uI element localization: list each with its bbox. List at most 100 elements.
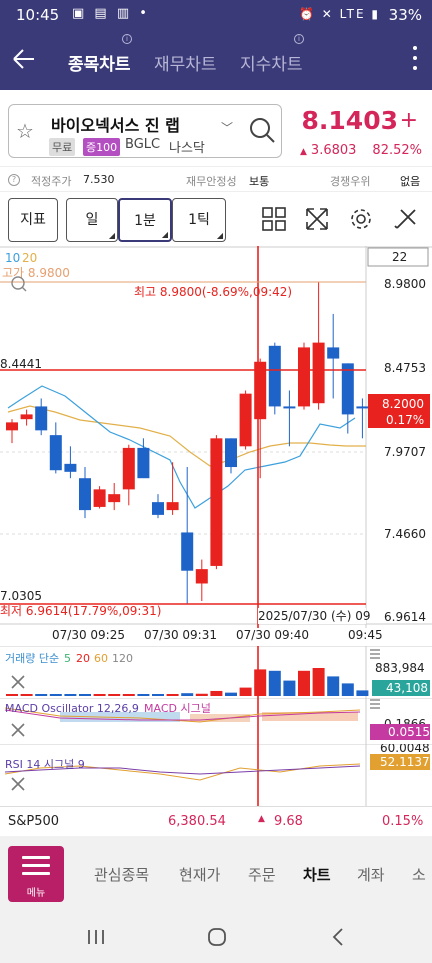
period-button[interactable]: 일 ◢: [66, 198, 118, 242]
ma-10-line: [7, 405, 366, 467]
chevron-down-icon[interactable]: ﹀: [221, 121, 234, 135]
nav-watchlist[interactable]: 관심종목: [94, 866, 150, 884]
nav-more[interactable]: 소: [412, 866, 426, 884]
volume-bar: [225, 692, 237, 696]
tools-icon[interactable]: [393, 206, 419, 232]
ma-10-legend: 10: [5, 251, 20, 265]
index-value: 6,380.54: [168, 814, 226, 829]
candle-body: [225, 438, 237, 468]
rsi-current: 52.1137: [380, 755, 430, 769]
plus-icon[interactable]: +: [399, 108, 418, 133]
back-arrow-icon[interactable]: [10, 44, 38, 74]
rsi-tick: 60.0048: [380, 744, 430, 755]
candle-body: [341, 363, 354, 415]
price-change: ▲ 3.6803 82.52%: [300, 143, 422, 158]
volume-bar: [195, 693, 208, 696]
high-note: 최고 8.9800(-8.69%,09:42): [134, 285, 292, 299]
volume-bar: [6, 694, 18, 696]
rsi-panel[interactable]: RSI 14 시그널 9 60.0048 52.1137: [0, 744, 432, 806]
nav-order[interactable]: 주문: [248, 866, 276, 884]
close-icon[interactable]: [11, 723, 25, 737]
stability-label: 재무안정성: [186, 175, 237, 188]
up-arrow-icon: ▲: [258, 814, 265, 824]
stock-ticker: BGLC: [125, 137, 161, 152]
home-icon[interactable]: [206, 927, 228, 947]
nav-account[interactable]: 계좌: [357, 866, 385, 884]
badge-free: 무료: [49, 138, 76, 156]
favorite-star-icon[interactable]: ☆: [16, 119, 34, 143]
fair-price-label: 적정주가: [31, 175, 72, 188]
volume-bar: [312, 668, 325, 696]
candle-body: [20, 414, 33, 420]
index-change: 9.68: [274, 814, 303, 829]
volume-bar: [327, 676, 340, 696]
volume-panel[interactable]: 거래량 단순 5 20 60 120 883,984 43,108: [0, 646, 432, 698]
chart-count-box[interactable]: [367, 247, 429, 267]
fullscreen-icon[interactable]: [304, 206, 330, 232]
corner-triangle-icon: ◢: [161, 230, 168, 239]
back-icon[interactable]: [330, 927, 346, 947]
notification-icons: ▣ ▤ ▥ •: [72, 6, 150, 21]
volume-bar: [166, 694, 179, 696]
current-price-tag-value: 8.2000: [382, 397, 424, 411]
settings-gear-icon[interactable]: [348, 206, 374, 232]
indicator-button[interactable]: 지표: [8, 198, 58, 242]
fair-price-value: 7.530: [83, 173, 115, 186]
tab-info-icon: i: [122, 34, 132, 44]
battery-level: 33%: [388, 6, 422, 24]
info-row: ? 적정주가 7.530 재무안정성 보통 경쟁우위 없음: [0, 166, 432, 192]
candle-body: [152, 502, 164, 515]
volume-bar: [341, 683, 354, 696]
up-arrow-icon: ▲: [300, 147, 307, 157]
low-note: 최저 6.9614(17.79%,09:31): [0, 604, 161, 618]
candle-body: [312, 342, 325, 404]
y-tick-5: 6.9614: [384, 610, 426, 624]
macd-panel[interactable]: MACD Oscillator 12,26,9 MACD 시그널 0.1866 …: [0, 698, 432, 744]
status-time: 10:45: [16, 6, 60, 24]
more-menu-icon[interactable]: [412, 46, 418, 76]
volume-bar: [35, 694, 48, 696]
tick-label: 1틱: [188, 212, 210, 228]
period-label: 일: [85, 212, 99, 228]
volume-bar: [356, 690, 369, 696]
tick-button[interactable]: 1틱 ◢: [172, 198, 226, 242]
recent-apps-icon[interactable]: [86, 928, 106, 946]
corner-triangle-icon: ◢: [108, 231, 115, 240]
title-bar: i 종목차트 재무차트 i 지수차트: [0, 32, 432, 90]
index-ticker-row[interactable]: S&P500 6,380.54 ▲ 9.68 0.15%: [0, 806, 432, 836]
volume-ma-5: 5: [64, 652, 71, 665]
minute-button[interactable]: 1분 ◢: [118, 198, 172, 242]
tab-info-icon: i: [294, 34, 304, 44]
search-icon[interactable]: [247, 115, 277, 145]
x-tick-2: 07/30 09:31: [144, 628, 217, 642]
stock-selector[interactable]: ☆ 바이오넥서스 진 랩 ﹀ 무료 증100 BGLC 나스닥: [8, 104, 282, 158]
candle-body: [356, 406, 369, 409]
menu-button[interactable]: 메뉴: [8, 846, 64, 902]
price-chart[interactable]: 22 8.9800 8.4753 7.9707 7.4660 6.9614 8.…: [0, 246, 432, 628]
volume-ma-20: 20: [76, 652, 90, 665]
volume-bar: [239, 687, 252, 696]
tab-financial-chart[interactable]: 재무차트: [154, 55, 217, 75]
nav-current-price[interactable]: 현재가: [179, 866, 221, 884]
zoom-icon[interactable]: [11, 276, 25, 290]
grid-layout-icon[interactable]: [261, 206, 287, 232]
stock-market: 나스닥: [169, 141, 205, 156]
panel-menu-icon[interactable]: [370, 699, 380, 709]
close-icon[interactable]: [11, 777, 25, 791]
volume-max: 883,984: [375, 661, 425, 675]
hamburger-icon: [22, 856, 50, 880]
volume-bar: [210, 690, 223, 696]
index-pct: 0.15%: [382, 814, 424, 829]
close-icon[interactable]: [11, 675, 25, 689]
candle-body: [93, 489, 106, 507]
tab-index-chart[interactable]: 지수차트: [240, 55, 303, 75]
chart-count-label: 22: [392, 250, 407, 264]
candle-body: [298, 347, 310, 407]
candle-body: [137, 447, 150, 479]
panel-menu-icon[interactable]: [370, 649, 380, 659]
volume-ma-60: 60: [94, 652, 108, 665]
tab-stock-chart[interactable]: 종목차트: [68, 55, 131, 75]
nav-chart[interactable]: 차트: [303, 866, 331, 884]
volume-bar: [254, 669, 267, 696]
help-icon[interactable]: ?: [8, 174, 20, 186]
